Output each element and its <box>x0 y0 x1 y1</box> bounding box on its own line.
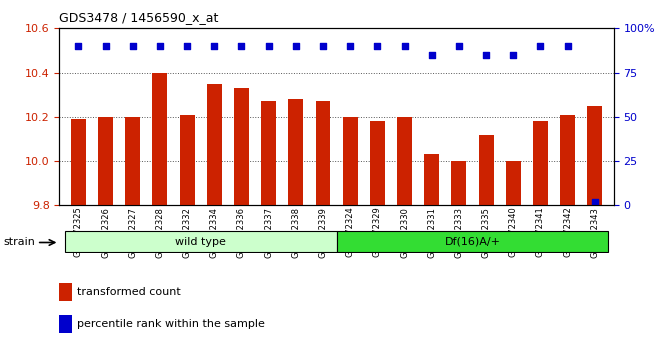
Bar <box>343 117 358 205</box>
Point <box>399 43 410 49</box>
Text: Df(16)A/+: Df(16)A/+ <box>444 236 500 247</box>
Text: percentile rank within the sample: percentile rank within the sample <box>77 319 265 329</box>
Point <box>73 43 84 49</box>
Bar <box>180 115 195 205</box>
Bar <box>65 231 337 252</box>
Point <box>589 199 600 205</box>
Bar <box>152 73 168 205</box>
Bar <box>125 117 141 205</box>
Point <box>236 43 247 49</box>
Text: GDS3478 / 1456590_x_at: GDS3478 / 1456590_x_at <box>59 11 218 24</box>
Point <box>100 43 111 49</box>
Bar <box>207 84 222 205</box>
Point <box>317 43 328 49</box>
Bar <box>587 106 603 205</box>
Bar <box>370 121 385 205</box>
Point <box>372 43 383 49</box>
Bar <box>533 121 548 205</box>
Bar <box>261 101 276 205</box>
Text: transformed count: transformed count <box>77 287 181 297</box>
Bar <box>560 115 575 205</box>
Bar <box>71 119 86 205</box>
Point <box>562 43 573 49</box>
Bar <box>424 154 439 205</box>
Point <box>345 43 356 49</box>
Text: wild type: wild type <box>176 236 226 247</box>
Point <box>290 43 301 49</box>
Bar <box>315 101 331 205</box>
Point <box>209 43 220 49</box>
Bar <box>98 117 113 205</box>
Bar <box>506 161 521 205</box>
Point <box>480 52 491 58</box>
Point <box>453 43 464 49</box>
Bar <box>288 99 304 205</box>
Bar <box>337 231 609 252</box>
Point <box>182 43 193 49</box>
Point <box>535 43 546 49</box>
Bar <box>451 161 467 205</box>
Point <box>508 52 519 58</box>
Point <box>263 43 274 49</box>
Point <box>154 43 165 49</box>
Bar <box>397 117 412 205</box>
Bar <box>59 283 71 301</box>
Bar <box>234 88 249 205</box>
Point <box>127 43 138 49</box>
Bar <box>59 315 71 333</box>
Bar <box>478 135 494 205</box>
Point <box>426 52 437 58</box>
Text: strain: strain <box>3 238 35 247</box>
